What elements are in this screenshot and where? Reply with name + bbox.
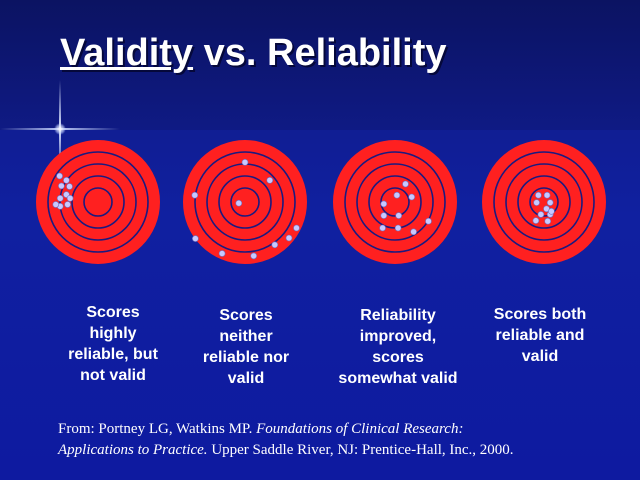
caption-line: improved, [359, 328, 437, 345]
caption-line: scores [372, 349, 424, 366]
hit-mark [532, 217, 540, 224]
hit-mark [218, 250, 226, 257]
hit-mark [535, 191, 542, 199]
target-ring [230, 187, 260, 217]
hit-mark [56, 195, 64, 202]
caption-line: valid [227, 370, 265, 387]
hit-mark [546, 199, 554, 206]
caption-line: highly [89, 325, 137, 342]
citation-line-1: From: Portney LG, Watkins MP. Foundation… [58, 419, 514, 440]
caption-target-4: Scores both reliable and valid [475, 304, 605, 367]
caption-line: reliable nor [202, 349, 290, 366]
caption-line: somewhat valid [338, 370, 458, 387]
target-scores-neither-reliable-nor-valid [183, 140, 307, 264]
citation-book-title: Foundations of Clinical Research: [256, 421, 464, 437]
hit-mark [393, 191, 401, 199]
target-ring [183, 140, 307, 264]
caption-line: Scores [86, 304, 140, 321]
caption-line: neither [219, 328, 273, 345]
hit-mark [395, 212, 403, 219]
hit-mark [241, 158, 249, 166]
target-ring [505, 163, 583, 241]
hit-mark [543, 191, 551, 199]
hit-mark [410, 228, 417, 236]
hit-mark [380, 212, 388, 219]
caption-line: reliable, but [68, 346, 158, 363]
citation-line-2: Applications to Practice. Upper Saddle R… [58, 440, 514, 461]
hit-mark [402, 180, 409, 188]
target-reliability-improved [333, 140, 457, 264]
source-citation: From: Portney LG, Watkins MP. Foundation… [58, 419, 514, 461]
target-ring [529, 187, 559, 217]
title-rest: vs. Reliability [193, 32, 447, 74]
target-ring [47, 151, 149, 253]
hit-mark [66, 195, 74, 202]
hit-mark [63, 176, 70, 184]
caption-target-2: Scores neither reliable nor valid [181, 305, 311, 389]
hit-mark [544, 217, 552, 225]
caption-line: valid [521, 348, 559, 365]
hit-mark [52, 201, 60, 208]
hit-mark [285, 234, 293, 242]
hit-mark [192, 235, 199, 242]
hit-mark [379, 224, 386, 232]
hit-mark [380, 200, 388, 208]
hit-mark [266, 176, 274, 184]
caption-line: Scores [219, 307, 273, 324]
hit-mark [408, 193, 416, 201]
hit-mark [235, 199, 243, 207]
hit-mark [191, 191, 199, 199]
target-ring [194, 151, 296, 253]
target-scores-highly-reliable-not-valid [36, 140, 160, 264]
citation-publisher: Upper Saddle River, NJ: Prentice-Hall, I… [207, 442, 514, 458]
caption-target-3: Reliability improved, scores somewhat va… [333, 305, 463, 389]
title-underlined-word: Validity [60, 32, 194, 74]
target-ring [36, 140, 160, 264]
hit-mark [66, 183, 73, 190]
target-ring [344, 151, 446, 253]
caption-target-1: Scores highly reliable, but not valid [48, 302, 178, 386]
target-ring [356, 163, 434, 241]
caption-line: Scores both [493, 306, 587, 323]
hit-mark [394, 224, 402, 232]
target-ring [71, 175, 125, 229]
target-ring [482, 140, 606, 264]
hit-mark [64, 201, 71, 208]
hit-mark [56, 172, 63, 180]
title-band [0, 0, 640, 130]
hit-mark [425, 217, 432, 225]
sparkle-center [54, 123, 66, 135]
target-scores-reliable-and-valid [482, 140, 606, 264]
caption-line: not valid [80, 367, 146, 384]
target-ring [83, 187, 113, 217]
hit-mark [293, 224, 300, 232]
target-ring [333, 140, 457, 264]
target-ring [218, 175, 272, 229]
caption-line: reliable and [495, 327, 585, 344]
hit-mark [271, 241, 279, 249]
target-ring [493, 151, 595, 253]
hit-mark [533, 199, 540, 206]
caption-line: Reliability [360, 307, 436, 324]
hit-mark [537, 211, 545, 218]
hit-mark [250, 252, 257, 260]
slide-title: Validity vs. Reliability [60, 32, 447, 75]
target-ring [59, 163, 137, 241]
target-ring [517, 175, 571, 229]
hit-mark [58, 182, 65, 190]
citation-book-subtitle: Applications to Practice. [58, 442, 208, 458]
citation-authors: From: Portney LG, Watkins MP. [58, 421, 257, 437]
hit-mark [548, 208, 555, 215]
target-ring [380, 187, 410, 217]
